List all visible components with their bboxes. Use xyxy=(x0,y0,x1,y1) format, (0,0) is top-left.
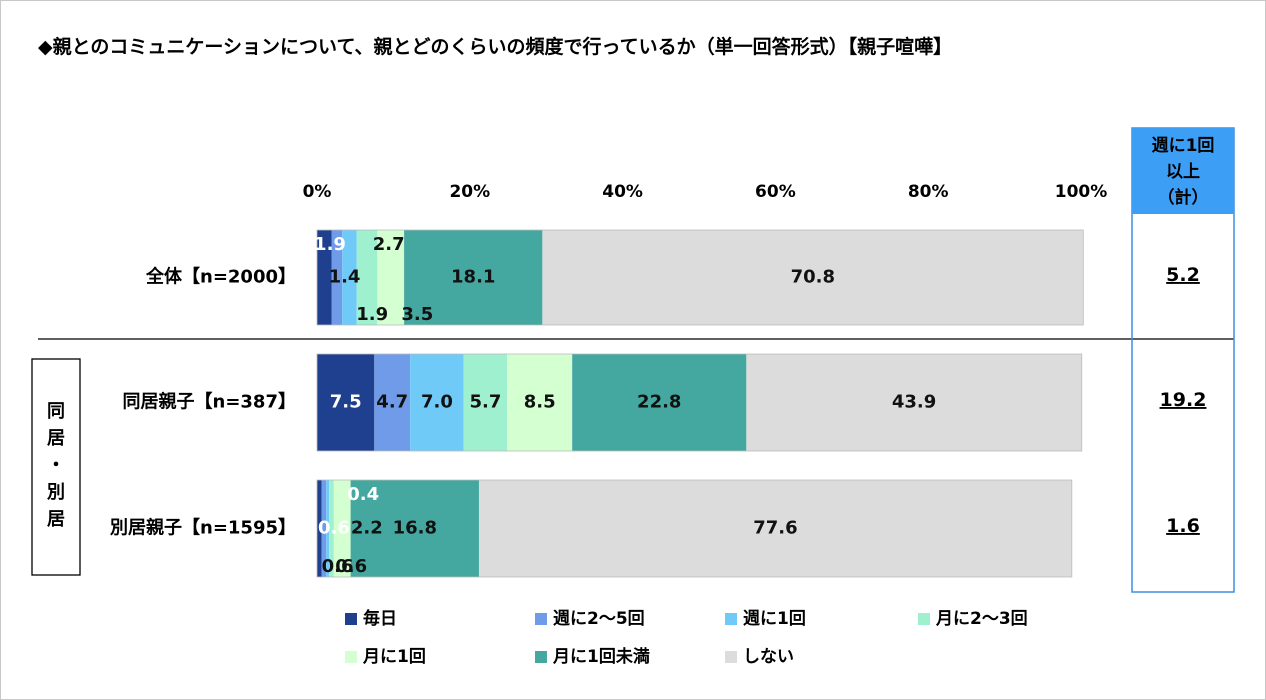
bar-segment xyxy=(317,480,322,577)
bars xyxy=(316,229,1084,578)
legend-swatch xyxy=(535,613,547,625)
segment-label: 7.5 xyxy=(330,392,362,413)
segment-label: 0.4 xyxy=(347,484,379,505)
bar-segment xyxy=(350,480,479,577)
segment-label: 77.6 xyxy=(753,518,797,539)
group-label-box xyxy=(31,358,81,576)
group-label-char: ・ xyxy=(47,455,65,476)
segment-label: 1.9 xyxy=(356,304,388,325)
weekly-sum-value: 19.2 xyxy=(1160,389,1207,411)
sum-header-line: 以上 xyxy=(1166,162,1200,182)
legend-label: 月に1回 xyxy=(362,647,426,667)
x-tick-label: 60% xyxy=(755,182,796,202)
legend-swatch xyxy=(345,651,357,663)
bar-segment xyxy=(478,480,1072,577)
chart-title: ◆親とのコミュニケーションについて、親とどのくらいの頻度で行っているか（単一回答… xyxy=(38,36,953,58)
x-tick-label: 40% xyxy=(602,182,643,202)
sum-column-header-bg xyxy=(1132,128,1234,214)
segment-label: 2.2 xyxy=(351,518,383,539)
x-tick-label: 100% xyxy=(1055,182,1108,202)
bar-segment xyxy=(410,354,464,451)
bar-segment xyxy=(746,354,1082,451)
segment-label: 1.4 xyxy=(329,267,361,288)
legend-label: 月に1回未満 xyxy=(552,646,650,667)
legend-swatch xyxy=(535,651,547,663)
bar-segment xyxy=(507,354,573,451)
legend-label: 毎日 xyxy=(363,608,397,629)
bar-segment xyxy=(333,480,351,577)
legend-label: 月に2～3回 xyxy=(935,609,1028,629)
bar-segment xyxy=(463,354,508,451)
segment-label: 16.8 xyxy=(393,518,437,539)
bar-outline xyxy=(316,353,1083,452)
segment-labels: 1.9 1.4 1.9 2.7 3.5 18.1 70.8 7.5 4.7 7.0 5.7 8.5 22… xyxy=(314,234,936,577)
bar-segment xyxy=(317,230,332,325)
bar-segment xyxy=(542,230,1084,325)
x-tick-label: 80% xyxy=(908,182,949,202)
segment-label: 3.5 xyxy=(401,304,433,325)
bar-outline xyxy=(316,229,1084,326)
sum-header-line: 週に1回 xyxy=(1152,136,1215,156)
segment-label: 43.9 xyxy=(892,392,936,413)
category-label: 同居親子【n=387】 xyxy=(123,391,296,413)
group-label-char: 居 xyxy=(47,509,65,530)
bar-outline xyxy=(316,479,1073,578)
bar-segment xyxy=(377,230,405,325)
segment-label: 18.1 xyxy=(451,267,495,288)
category-label: 別居親子【n=1595】 xyxy=(110,517,296,539)
bar-segment xyxy=(331,230,343,325)
bar-segment xyxy=(317,354,375,451)
legend-label: 週に1回 xyxy=(743,609,806,629)
group-label-char: 居 xyxy=(47,428,65,449)
group-label-char: 同 xyxy=(47,401,65,422)
bar-segment xyxy=(321,480,327,577)
segment-label: 0.6 xyxy=(335,556,367,577)
segment-label: 22.8 xyxy=(637,392,681,413)
weekly-sum-value: 5.2 xyxy=(1166,264,1200,286)
group-label-char: 別 xyxy=(47,482,65,503)
bar-segment xyxy=(374,354,411,451)
bar-segment xyxy=(404,230,543,325)
category-label: 全体【n=2000】 xyxy=(145,266,296,288)
legend-swatch xyxy=(725,651,737,663)
bar-segment xyxy=(326,480,330,577)
legend-label: しない xyxy=(743,647,794,667)
bar-segment xyxy=(356,230,378,325)
row-labels: 全体【n=2000】同居親子【n=387】別居親子【n=1595】 xyxy=(110,266,296,539)
segment-label: 4.7 xyxy=(376,392,408,413)
segment-label: 5.7 xyxy=(470,392,502,413)
segment-label: 7.0 xyxy=(421,392,453,413)
x-axis-ticks: 0% 20% 40% 60% 80% 100% xyxy=(303,182,1108,202)
segment-label: 70.8 xyxy=(791,267,835,288)
segment-label: 2.7 xyxy=(373,234,405,255)
bar-segment xyxy=(342,230,357,325)
bar-segment xyxy=(329,480,334,577)
legend-swatch xyxy=(345,613,357,625)
sum-header-line: （計） xyxy=(1158,187,1209,208)
legend-label: 週に2～5回 xyxy=(553,609,645,629)
bar-segment xyxy=(572,354,747,451)
x-tick-label: 20% xyxy=(449,182,490,202)
legend-swatch xyxy=(725,613,737,625)
legend-swatch xyxy=(918,613,930,625)
x-tick-label: 0% xyxy=(303,182,332,202)
group-label: 同居・別居 xyxy=(31,358,81,576)
weekly-sum-value: 1.6 xyxy=(1166,515,1200,537)
segment-label: 0.6 xyxy=(318,518,350,539)
segment-label: 1.9 xyxy=(314,234,346,255)
segment-label: 8.5 xyxy=(524,392,556,413)
segment-label: 0.6 xyxy=(322,556,354,577)
